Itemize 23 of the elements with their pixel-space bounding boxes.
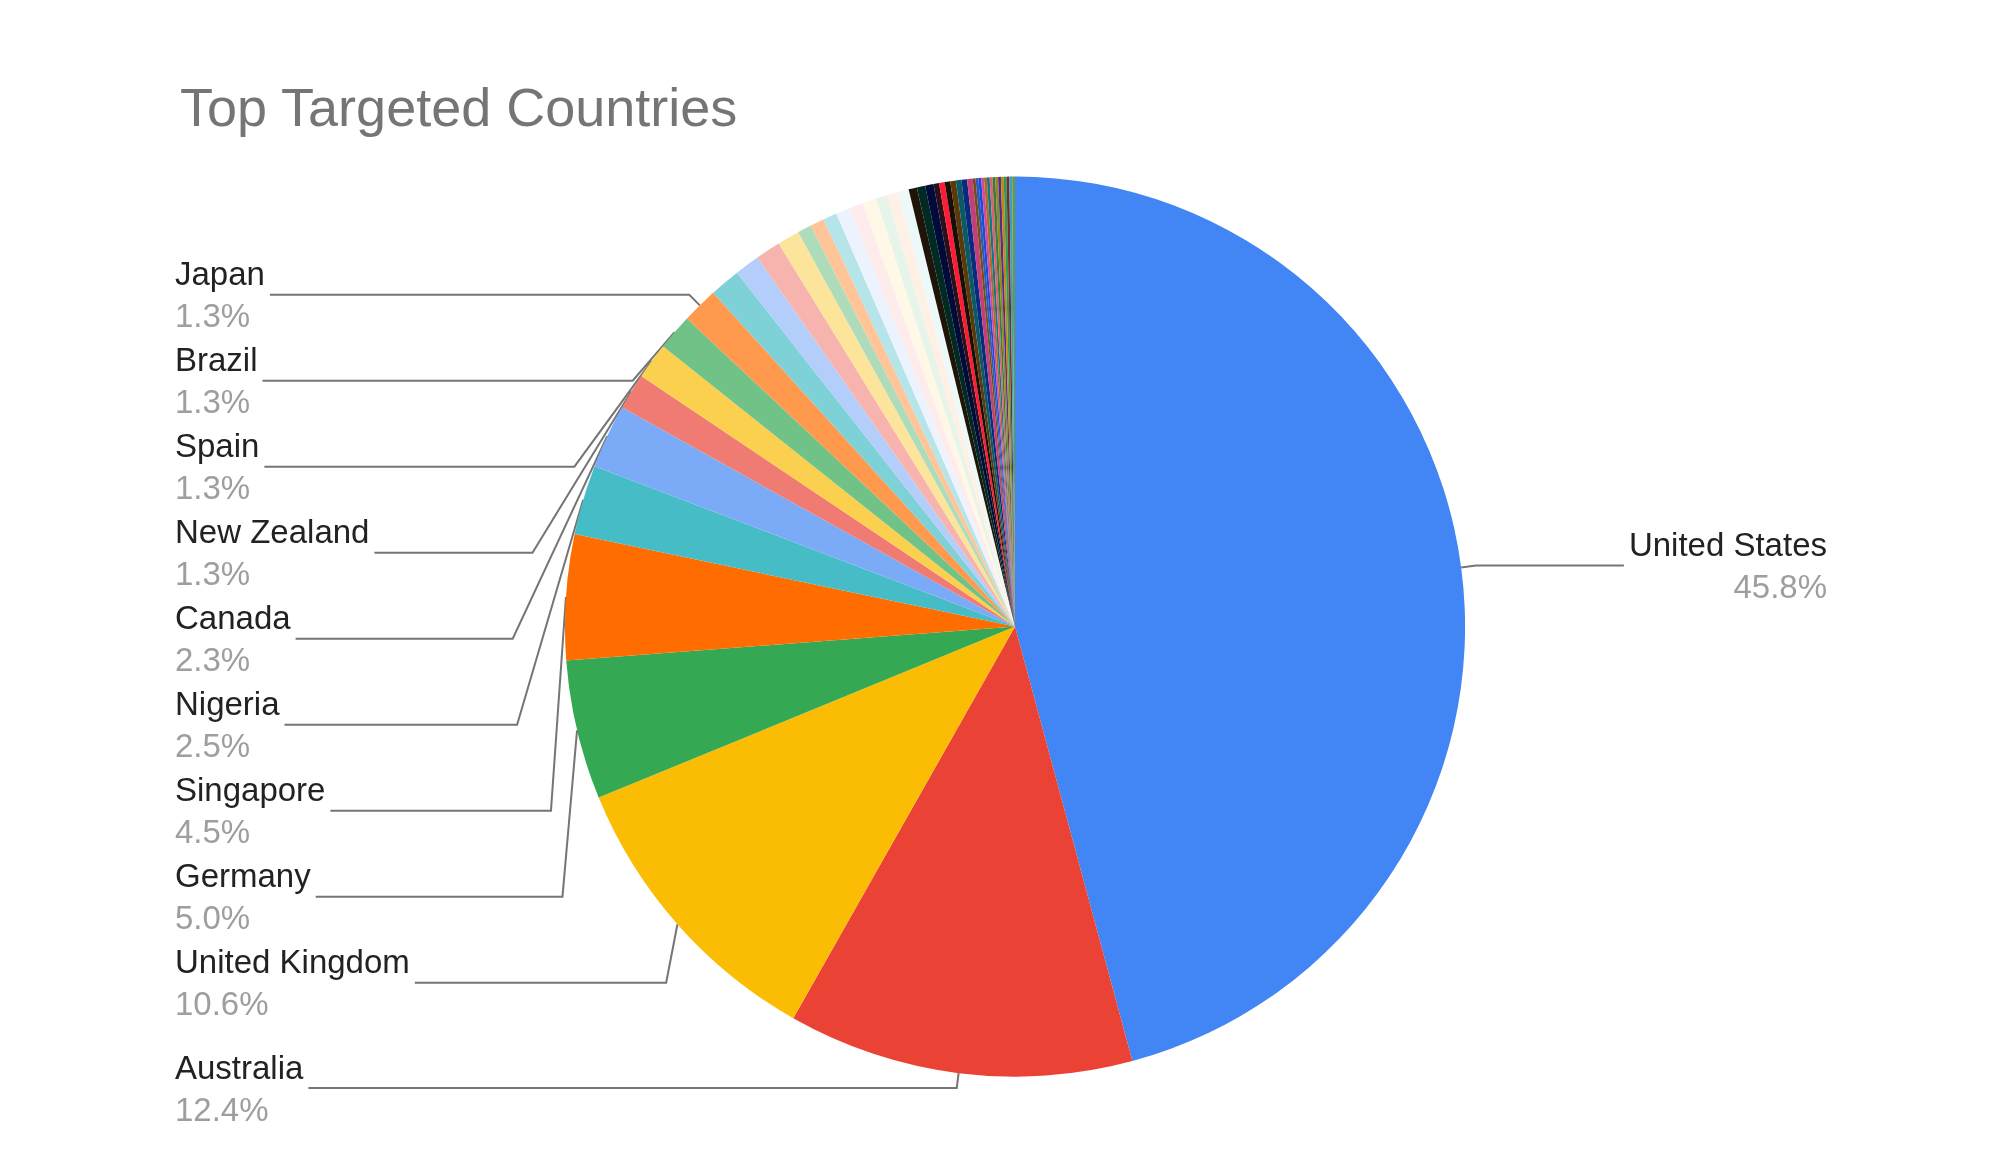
slice-label: United Kingdom <box>175 943 410 981</box>
slice-label: Japan <box>175 255 265 293</box>
data-label: 1.3% <box>175 383 251 421</box>
slice-label: New Zealand <box>175 513 370 551</box>
data-label: 1.3% <box>175 469 251 507</box>
data-label: 4.5% <box>175 813 251 851</box>
chart-title: Top Targeted Countries <box>180 77 738 137</box>
slice-label: Brazil <box>175 341 258 379</box>
slice-label: Canada <box>175 599 292 637</box>
data-label: 2.3% <box>175 641 251 679</box>
data-label: 10.6% <box>175 985 269 1023</box>
slice-label: Australia <box>175 1048 305 1086</box>
data-label: 1.3% <box>175 555 251 593</box>
slice-label: Germany <box>175 857 312 895</box>
data-label: 5.0% <box>175 899 251 937</box>
data-label: 2.5% <box>175 727 251 765</box>
data-label: 45.8% <box>1733 567 1827 605</box>
slice-label: Spain <box>175 427 260 465</box>
slice-label: United States <box>1628 525 1827 563</box>
slice-label: Nigeria <box>175 685 281 723</box>
data-label: 1.3% <box>175 297 251 335</box>
slice-label: Singapore <box>175 771 326 809</box>
data-label: 12.4% <box>175 1090 269 1128</box>
